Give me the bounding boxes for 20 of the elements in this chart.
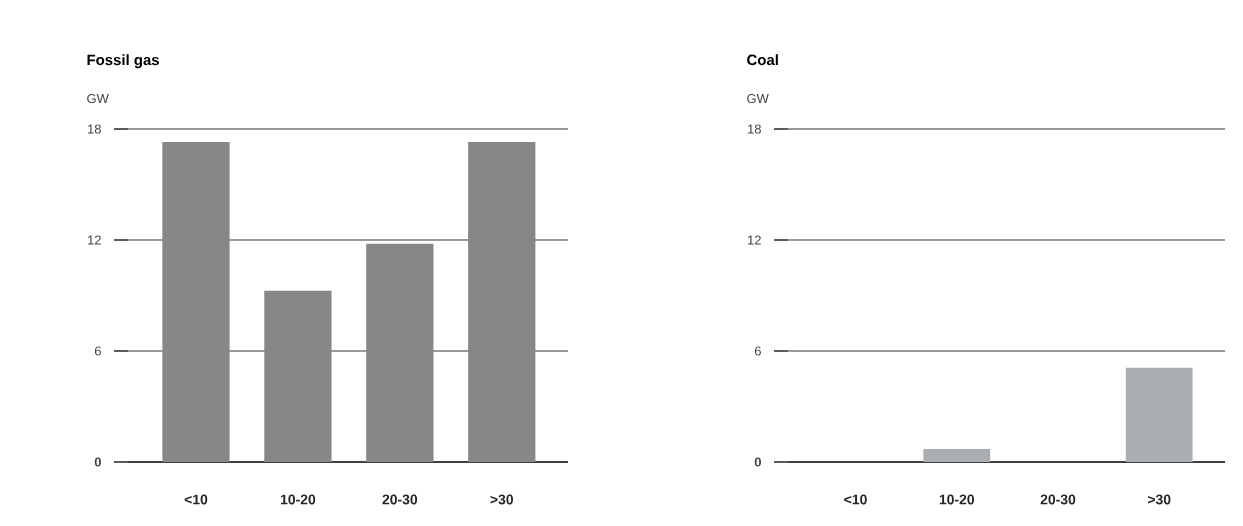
x-tick-label: <10 <box>184 494 208 505</box>
x-tick-label: >30 <box>490 494 514 505</box>
x-tick-label: 20-30 <box>382 494 418 505</box>
chart-title: Coal <box>747 54 778 66</box>
y-tick-label: 12 <box>88 235 101 245</box>
x-tick-label: 20-30 <box>1040 494 1076 505</box>
y-axis-title: GW <box>747 93 769 104</box>
x-tick-label: 10-20 <box>280 494 316 505</box>
x-tick-label: <10 <box>844 494 867 505</box>
y-tick-label: 0 <box>754 457 761 467</box>
y-axis-title: GW <box>87 93 109 104</box>
y-tick-label: 12 <box>748 235 761 245</box>
y-tick-label: 6 <box>94 346 101 356</box>
y-tick-label: 6 <box>754 346 761 356</box>
x-tick-label: >30 <box>1147 494 1171 505</box>
y-tick-label: 18 <box>748 124 761 134</box>
y-tick-label: 0 <box>94 457 101 467</box>
x-tick-label: 10-20 <box>939 494 975 505</box>
y-tick-label: 18 <box>88 124 101 134</box>
chart-title: Fossil gas <box>87 54 159 69</box>
